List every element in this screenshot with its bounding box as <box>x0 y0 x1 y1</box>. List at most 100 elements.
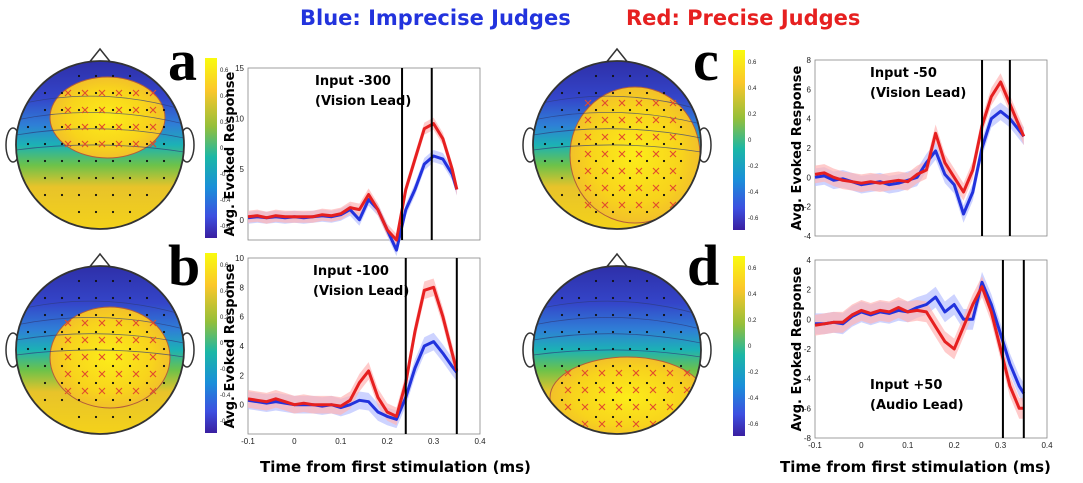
electrode-dot <box>94 108 98 112</box>
topomap-contour <box>533 144 701 153</box>
significant-electrode-mark <box>132 336 140 344</box>
head-outline <box>15 265 185 435</box>
electrode-dot <box>77 347 81 351</box>
topomap-d <box>522 252 712 435</box>
significant-electrode-mark <box>601 99 609 107</box>
x-tick-label: 0.1 <box>335 437 347 446</box>
topomap-positive-blob <box>549 356 701 434</box>
electrode-dot <box>560 176 564 180</box>
electrode-dot <box>145 193 149 197</box>
electrode-dot <box>645 330 649 334</box>
electrode-dot <box>577 330 581 334</box>
colorbar-tick-label: 0.4 <box>748 292 757 298</box>
topomap-a <box>5 47 195 230</box>
electrode-dot <box>162 108 166 112</box>
electrode-dot <box>162 381 166 385</box>
y-tick-label: -4 <box>804 375 812 384</box>
significant-electrode-mark <box>601 116 609 124</box>
electrode-dot <box>43 142 47 146</box>
electrode-dot <box>543 364 547 368</box>
electrode-dot <box>162 142 166 146</box>
significant-electrode-mark <box>115 353 123 361</box>
panel-label: a <box>168 28 197 93</box>
electrode-dot <box>611 74 615 78</box>
electrode-dot <box>611 176 615 180</box>
condition-annotation: Input -50 <box>870 66 937 81</box>
electrode-dot <box>560 193 564 197</box>
condition-annotation: (Vision Lead) <box>313 284 409 299</box>
significant-electrode-mark <box>98 319 106 327</box>
colorbar-tick-label: -0.6 <box>748 422 759 428</box>
electrode-dot <box>43 193 47 197</box>
y-tick-label: -4 <box>804 232 812 241</box>
topomap-c <box>522 47 712 230</box>
electrode-dot <box>662 142 666 146</box>
significant-electrode-mark <box>132 123 140 131</box>
head-outline <box>532 265 702 435</box>
colorbar-tick-label: -0.4 <box>748 396 759 402</box>
electrode-dot <box>577 159 581 163</box>
significant-electrode-mark <box>581 403 589 411</box>
electrode-dot <box>611 193 615 197</box>
significant-electrode-mark <box>601 133 609 141</box>
topomap-b <box>5 252 195 435</box>
condition-annotation: Input +50 <box>870 378 942 393</box>
electrode-dot <box>645 398 649 402</box>
colorbar-tick-label: 0.2 <box>748 318 757 324</box>
electrode-dot <box>577 193 581 197</box>
electrode-dot <box>77 74 81 78</box>
electrode-dot <box>662 381 666 385</box>
significant-electrode-mark <box>115 370 123 378</box>
electrode-dot <box>94 364 98 368</box>
electrode-dot <box>645 125 649 129</box>
confidence-band-red <box>248 117 457 247</box>
electrode-dot <box>60 347 64 351</box>
electrode-dot <box>662 347 666 351</box>
electrode-dot <box>111 415 115 419</box>
electrode-dot <box>662 159 666 163</box>
electrode-dot <box>662 91 666 95</box>
significant-electrode-mark <box>149 89 157 97</box>
y-tick-label: 4 <box>807 115 812 124</box>
electrode-dot <box>679 159 683 163</box>
significant-electrode-mark <box>149 336 157 344</box>
topomap-contour <box>16 333 184 344</box>
significant-electrode-mark <box>683 369 691 377</box>
electrode-dot <box>94 347 98 351</box>
series-line-precise <box>247 285 459 418</box>
electrode-dot <box>60 91 64 95</box>
significant-electrode-mark <box>81 123 89 131</box>
electrode-dot <box>543 347 547 351</box>
significant-electrode-mark <box>649 369 657 377</box>
electrode-dot <box>43 91 47 95</box>
electrode-dot <box>128 91 132 95</box>
significant-electrode-mark <box>81 319 89 327</box>
y-tick-label: -8 <box>804 434 812 443</box>
electrode-dot <box>111 91 115 95</box>
significant-electrode-mark <box>669 116 677 124</box>
electrode-dot <box>77 210 81 214</box>
electrode-dot <box>560 381 564 385</box>
electrode-dot <box>679 125 683 129</box>
x-tick-label: 0.2 <box>949 441 961 450</box>
x-tick-label: 0.4 <box>1041 441 1053 450</box>
significant-electrode-mark <box>81 89 89 97</box>
electrode-dot <box>594 142 598 146</box>
colorbar-tick-label: -0.2 <box>748 164 759 170</box>
panel-d: d 0.6 0.4 0.2 0 -0.2 -0.4 -0.6 4 2 0 -2 -4 -6 -8-0.1 0 0… <box>522 233 1053 450</box>
electrode-dot <box>611 125 615 129</box>
significant-electrode-mark <box>683 403 691 411</box>
electrode-dot <box>628 330 632 334</box>
electrode-dot <box>77 176 81 180</box>
x-tick-label: 0.4 <box>474 437 486 446</box>
significant-electrode-mark <box>652 133 660 141</box>
electrode-dot <box>60 364 64 368</box>
y-tick-label: 2 <box>240 371 245 380</box>
electrode-dot <box>611 108 615 112</box>
electrode-dot <box>145 91 149 95</box>
significant-electrode-mark <box>683 420 691 428</box>
electrode-dot <box>662 398 666 402</box>
electrode-dot <box>628 210 632 214</box>
electrode-dot <box>111 176 115 180</box>
electrode-dot <box>162 364 166 368</box>
